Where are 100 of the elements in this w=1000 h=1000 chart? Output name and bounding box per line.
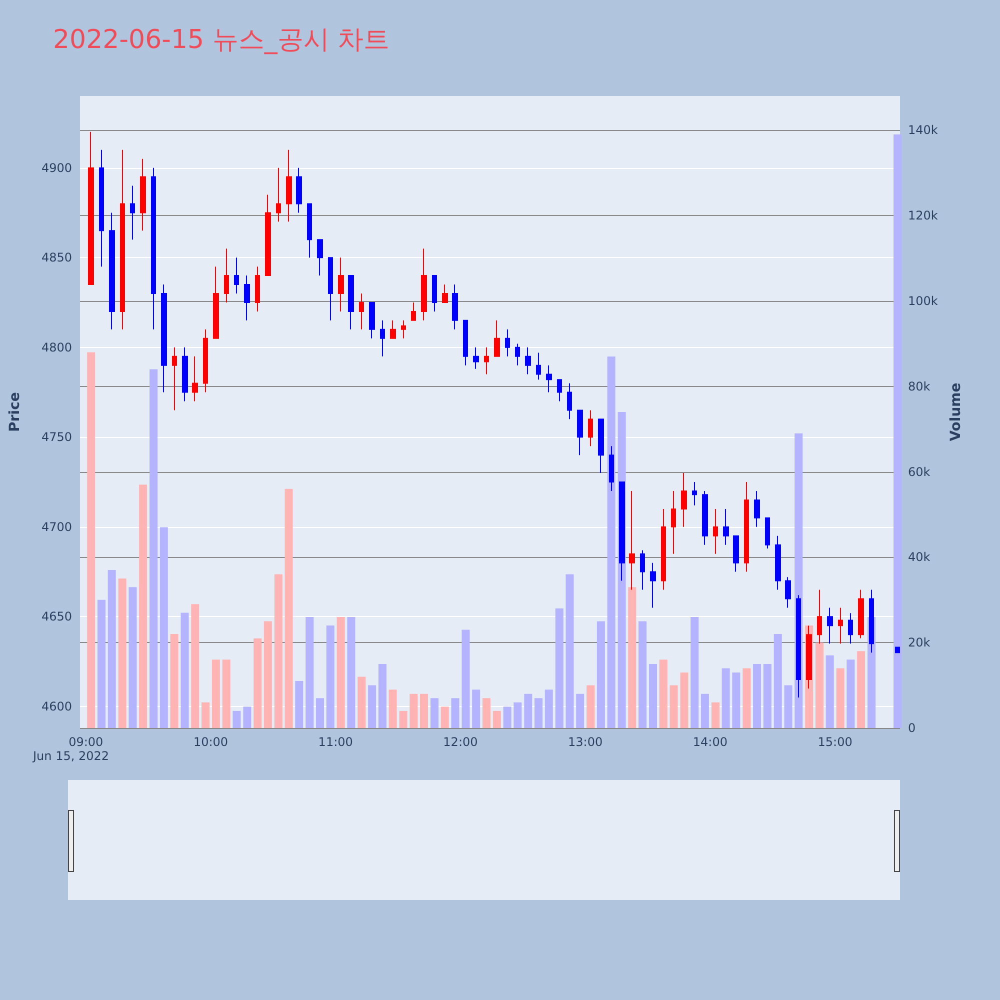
y2-axis-title: Volume <box>948 382 964 442</box>
bar <box>399 710 408 728</box>
chart-title: 2022-06-15 뉴스_공시 차트 <box>53 25 390 55</box>
candlestick <box>858 589 864 639</box>
x-tick-label: 15:00 <box>818 735 852 749</box>
y2-tick-label: 80k <box>908 379 930 394</box>
bar <box>753 664 762 728</box>
candlestick <box>452 284 458 330</box>
candlestick <box>619 482 625 582</box>
candlestick <box>567 382 572 420</box>
candlestick <box>525 346 531 375</box>
bar <box>628 587 636 728</box>
bar <box>846 660 855 728</box>
candlestick <box>546 364 552 393</box>
candlestick <box>744 482 749 572</box>
bar <box>160 527 168 728</box>
candlestick <box>172 346 177 411</box>
candlestick <box>307 203 312 258</box>
candlestick <box>754 490 760 528</box>
candlestick <box>130 185 135 240</box>
bar <box>742 668 751 728</box>
bar <box>596 621 605 728</box>
y-tick-label: 4650 <box>41 610 72 624</box>
candlestick <box>120 149 125 330</box>
candlestick <box>140 158 146 232</box>
bar <box>254 638 262 728</box>
bar <box>649 664 658 728</box>
candlestick <box>380 320 385 357</box>
bar <box>201 702 210 728</box>
bar <box>534 698 543 728</box>
candlestick <box>463 320 468 366</box>
candlestick <box>182 346 188 402</box>
bar <box>722 668 730 728</box>
y-tick-label: 4850 <box>41 250 72 265</box>
bar <box>378 664 386 728</box>
bar <box>732 672 740 728</box>
bar <box>482 698 490 728</box>
bar <box>586 685 595 728</box>
candlestick <box>895 646 900 654</box>
bar <box>815 642 824 728</box>
candlestick <box>775 535 781 590</box>
bar <box>690 616 699 728</box>
bar <box>524 694 532 728</box>
candlestick <box>598 418 604 474</box>
bar <box>295 681 304 728</box>
candlestick <box>505 328 510 357</box>
y2-tick-label: 40k <box>908 550 930 564</box>
candlestick <box>473 346 479 370</box>
bar <box>555 608 564 728</box>
candlestick <box>484 346 489 375</box>
bar <box>306 616 314 728</box>
bar <box>462 630 470 728</box>
candlestick <box>359 293 364 330</box>
bar <box>118 578 126 728</box>
candlestick <box>286 149 292 222</box>
candlestick <box>536 352 541 380</box>
candlestick <box>515 343 520 366</box>
bar <box>430 698 438 728</box>
bar <box>544 690 553 728</box>
candlestick <box>577 410 583 456</box>
candlestick <box>265 194 271 276</box>
bar <box>576 694 584 728</box>
candlestick <box>328 257 333 321</box>
bar <box>711 702 720 728</box>
bar <box>784 685 792 728</box>
bar <box>347 616 356 728</box>
candlestick <box>432 275 437 312</box>
bar <box>358 676 366 728</box>
candlestick <box>588 410 593 447</box>
candlestick <box>161 284 167 393</box>
candlestick <box>681 472 687 528</box>
y-axis-title: Price <box>7 392 23 432</box>
bar <box>492 710 501 728</box>
bar <box>410 694 418 728</box>
x-tick-label: 09:00 <box>68 735 104 749</box>
x-tick-label: 12:00 <box>443 735 478 749</box>
bar <box>420 694 428 728</box>
candlestick <box>421 248 427 321</box>
bar <box>170 634 178 728</box>
candlestick <box>411 302 416 321</box>
candlestick <box>224 248 229 303</box>
bar <box>212 660 220 728</box>
candlestick <box>671 490 676 554</box>
bar <box>451 698 460 728</box>
candlestick <box>192 356 198 402</box>
candlestick <box>213 266 219 339</box>
bar <box>763 664 772 728</box>
y-tick-label: 4750 <box>41 430 72 444</box>
text: Jun 15, 2022 <box>32 749 110 763</box>
y2-tick-label: 60k <box>908 464 930 479</box>
y2-tick-label: 120k <box>908 208 938 223</box>
candlestick <box>369 302 375 339</box>
candlestick <box>723 508 729 546</box>
candlestick <box>838 607 843 644</box>
bar <box>857 651 866 728</box>
bar <box>97 600 106 728</box>
candlestick <box>203 328 208 393</box>
candlestick <box>234 257 239 294</box>
candlestick <box>494 320 500 357</box>
bar <box>826 655 834 728</box>
